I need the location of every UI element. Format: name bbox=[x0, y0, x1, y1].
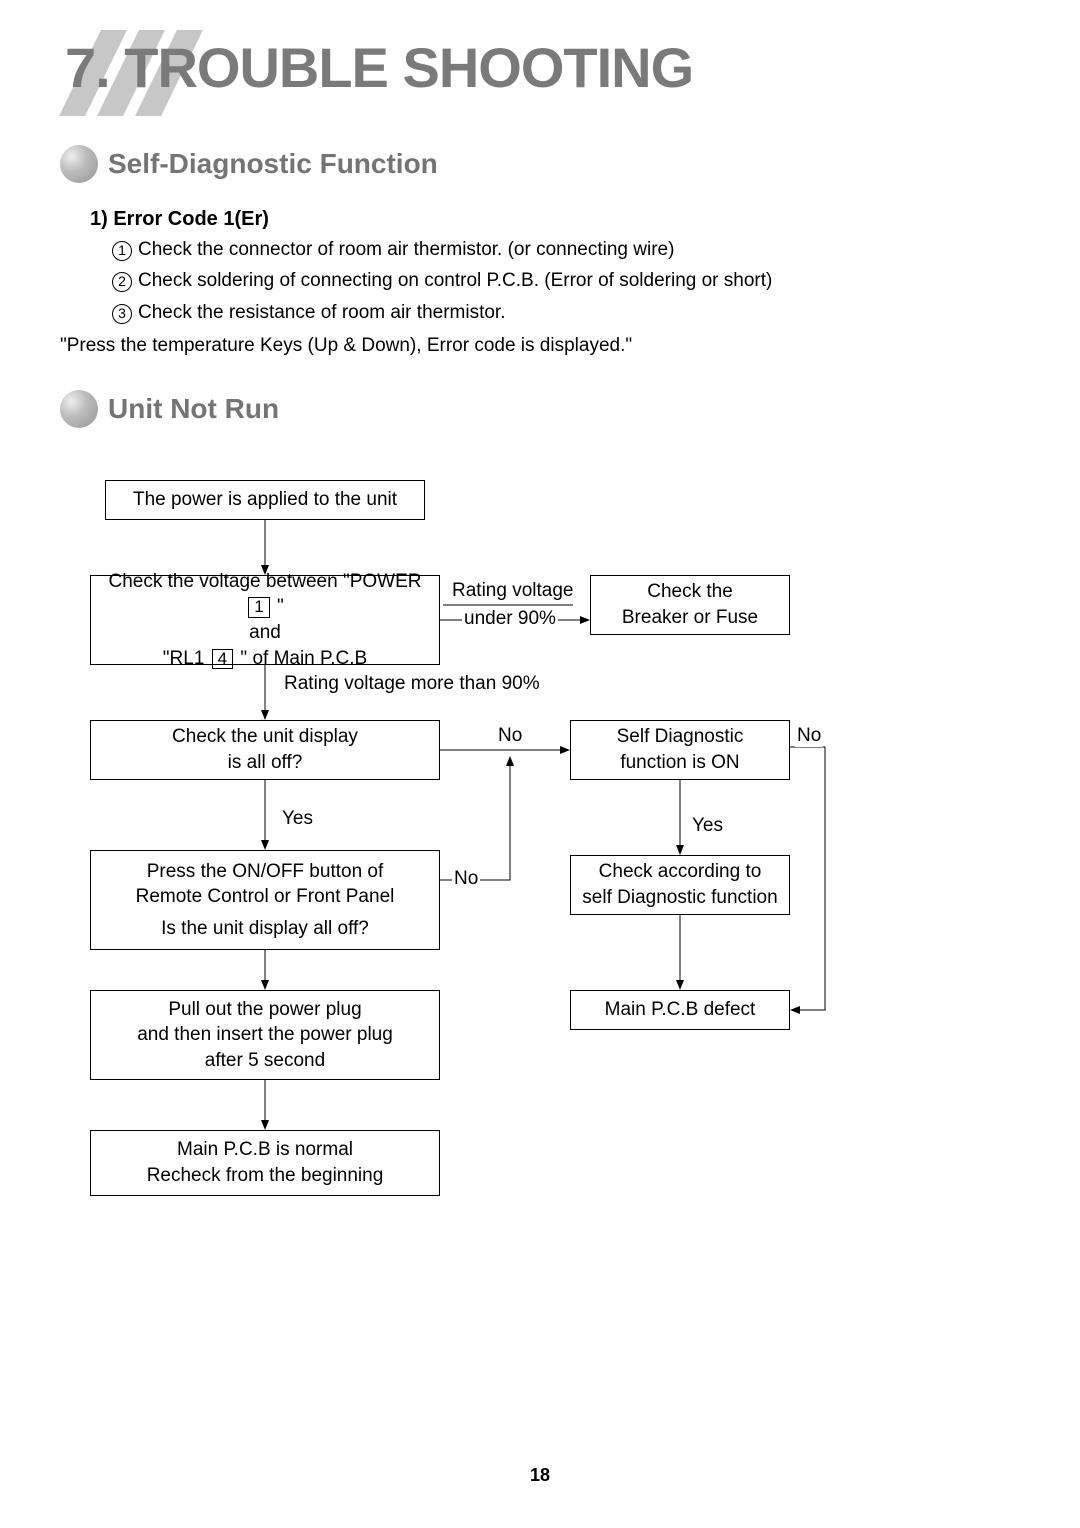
flow-node-press-onoff: Press the ON/OFF button of Remote Contro… bbox=[90, 850, 440, 950]
edge-label-no: No bbox=[452, 868, 480, 890]
flowchart: The power is applied to the unit Check t… bbox=[0, 470, 1080, 1420]
edge-label-yes: Yes bbox=[690, 815, 725, 837]
node-line: Check the voltage between "POWER 1 " bbox=[97, 569, 433, 620]
flow-node-pcb-normal: Main P.C.B is normal Recheck from the be… bbox=[90, 1130, 440, 1196]
step-number-icon: 2 bbox=[112, 272, 132, 292]
page-number: 18 bbox=[0, 1465, 1080, 1486]
edge-label-no: No bbox=[795, 725, 823, 747]
node-line: "RL1 4 " of Main P.C.B bbox=[163, 646, 367, 672]
flow-node-check-according: Check according to self Diagnostic funct… bbox=[570, 855, 790, 915]
press-note: "Press the temperature Keys (Up & Down),… bbox=[60, 335, 632, 357]
edge-label-yes: Yes bbox=[280, 808, 315, 830]
node-text: Check the unit display is all off? bbox=[172, 724, 358, 775]
node-line: Is the unit display all off? bbox=[161, 916, 369, 942]
flow-node-pull-plug: Pull out the power plug and then insert … bbox=[90, 990, 440, 1080]
section-self-diagnostic: Self-Diagnostic Function bbox=[60, 145, 438, 183]
node-line: Press the ON/OFF button of bbox=[147, 859, 384, 885]
step-text: Check the connector of room air thermist… bbox=[138, 235, 674, 264]
node-line: and bbox=[249, 620, 281, 646]
node-text: Main P.C.B defect bbox=[605, 997, 756, 1023]
node-line: Remote Control or Front Panel bbox=[136, 884, 395, 910]
bullet-icon bbox=[60, 390, 98, 428]
boxed-number: 4 bbox=[212, 649, 233, 670]
flow-node-pcb-defect: Main P.C.B defect bbox=[570, 990, 790, 1030]
boxed-number: 1 bbox=[248, 597, 269, 618]
error-code-heading: 1) Error Code 1(Er) bbox=[90, 208, 269, 231]
edge-label-rating-bot: under 90% bbox=[462, 608, 558, 630]
node-text: Self Diagnostic function is ON bbox=[617, 724, 744, 775]
section-title-2: Unit Not Run bbox=[108, 393, 279, 425]
node-text: The power is applied to the unit bbox=[133, 487, 397, 513]
flow-node-display-off: Check the unit display is all off? bbox=[90, 720, 440, 780]
step-number-icon: 1 bbox=[112, 241, 132, 261]
edge-label-rating-top: Rating voltage bbox=[450, 580, 575, 602]
flow-node-power-applied: The power is applied to the unit bbox=[105, 480, 425, 520]
flow-node-check-voltage: Check the voltage between "POWER 1 " and… bbox=[90, 575, 440, 665]
edge-label-no: No bbox=[496, 725, 524, 747]
step-number-icon: 3 bbox=[112, 304, 132, 324]
step-text: Check soldering of connecting on control… bbox=[138, 266, 772, 295]
section-title-1: Self-Diagnostic Function bbox=[108, 148, 438, 180]
edge-label-rating-more: Rating voltage more than 90% bbox=[282, 673, 542, 695]
bullet-icon bbox=[60, 145, 98, 183]
node-text: Pull out the power plug and then insert … bbox=[137, 997, 393, 1074]
flow-node-self-diag-on: Self Diagnostic function is ON bbox=[570, 720, 790, 780]
node-text: Check the Breaker or Fuse bbox=[622, 579, 758, 630]
flow-node-breaker-fuse: Check the Breaker or Fuse bbox=[590, 575, 790, 635]
error-checklist: 1 Check the connector of room air thermis… bbox=[112, 235, 772, 329]
page-title: 7. TROUBLE SHOOTING bbox=[65, 35, 693, 100]
step-text: Check the resistance of room air thermis… bbox=[138, 298, 505, 327]
node-text: Main P.C.B is normal Recheck from the be… bbox=[147, 1137, 384, 1188]
node-text: Check according to self Diagnostic funct… bbox=[582, 859, 777, 910]
section-unit-not-run: Unit Not Run bbox=[60, 390, 279, 428]
